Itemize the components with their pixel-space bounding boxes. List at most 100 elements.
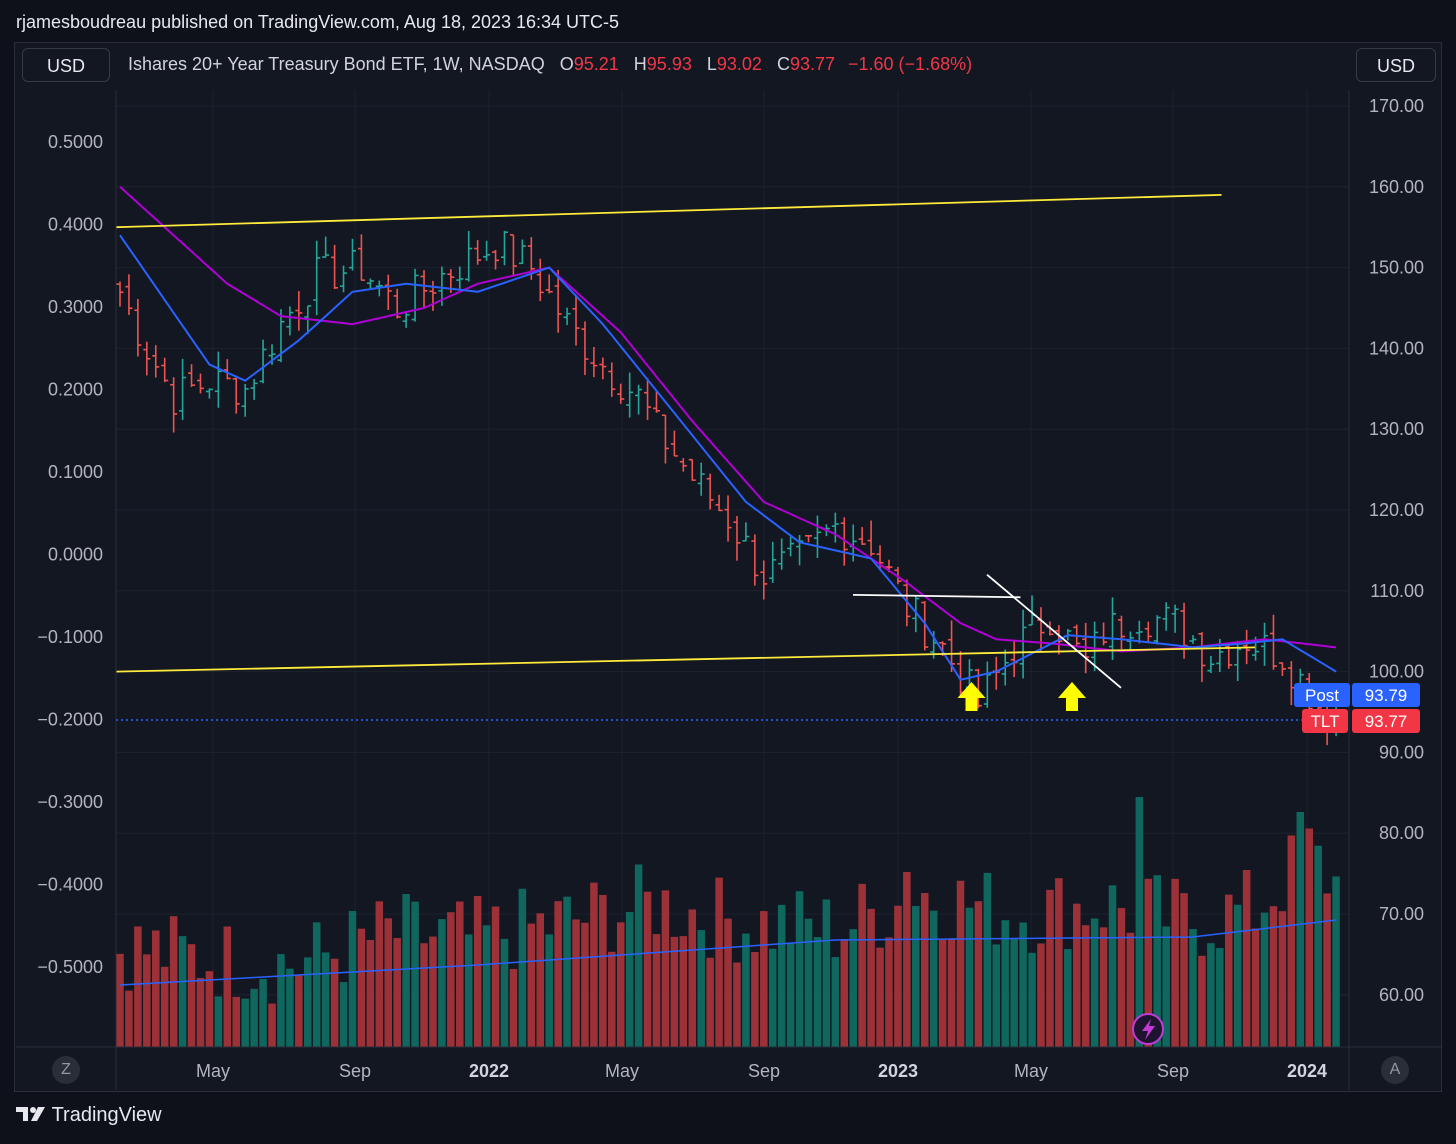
- volume-bar: [706, 957, 714, 1047]
- trend-lines: [115, 193, 1256, 689]
- left-axis-tick: −0.4000: [37, 875, 103, 895]
- volume-bar: [384, 918, 393, 1047]
- legend-high-value: 95.93: [646, 54, 692, 74]
- volume-bars: [116, 797, 1340, 1047]
- ohlc-bar: [205, 388, 213, 399]
- ohlc-bar: [760, 560, 768, 600]
- post-badge-value: 93.79: [1365, 686, 1408, 705]
- volume-bar: [411, 901, 419, 1047]
- volume-bar: [625, 912, 634, 1047]
- volume-bar: [1028, 952, 1036, 1047]
- price-badges: Post 93.79 TLT 93.77: [1294, 683, 1420, 733]
- volume-bar: [1287, 835, 1296, 1047]
- volume-bar: [858, 883, 866, 1047]
- volume-bar: [500, 938, 509, 1047]
- volume-bar: [777, 904, 786, 1047]
- right-axis-tick: 60.00: [1379, 985, 1424, 1005]
- volume-bar: [366, 939, 375, 1047]
- ohlc-bar: [858, 527, 866, 545]
- volume-bar: [214, 996, 223, 1047]
- ohlc-bar: [742, 522, 750, 542]
- time-axis-tick: Sep: [339, 1061, 371, 1081]
- legend-open-label: O: [559, 54, 574, 74]
- left-currency-button[interactable]: USD: [22, 48, 110, 82]
- ohlc-bar: [465, 231, 473, 282]
- ohlc-bar: [1207, 655, 1215, 674]
- volume-bar: [321, 952, 330, 1047]
- ohlc-bar: [554, 269, 562, 333]
- ohlc-bar: [366, 278, 374, 290]
- lightning-icon[interactable]: [1132, 1013, 1164, 1045]
- ohlc-bar: [492, 249, 500, 270]
- volume-bar: [295, 974, 303, 1047]
- volume-bar: [590, 882, 598, 1047]
- grid-lines: [116, 90, 1349, 1047]
- ohlc-bar: [1019, 609, 1027, 679]
- volume-bar: [616, 922, 625, 1047]
- right-axis-tick: 150.00: [1369, 258, 1424, 278]
- volume-bar: [348, 910, 357, 1047]
- brand-name: TradingView: [51, 1104, 162, 1126]
- volume-bar: [1126, 932, 1135, 1047]
- volume-bar: [733, 962, 741, 1047]
- legend-low-value: 93.02: [716, 54, 762, 74]
- ohlc-bar: [1117, 615, 1125, 650]
- post-badge-bg: [1294, 683, 1350, 707]
- ohlc-bar: [474, 240, 482, 265]
- time-axis-tick: Sep: [1157, 1061, 1189, 1081]
- right-axis-tick: 120.00: [1369, 500, 1424, 520]
- volume-bar: [608, 951, 616, 1047]
- volume-bar: [1108, 885, 1117, 1047]
- axes: 170.00 160.00 150.00 140.00 130.00 120.00 110.…: [16, 90, 1441, 1090]
- volume-bar: [920, 893, 929, 1047]
- volume-bar: [232, 996, 240, 1047]
- ohlc-bar: [536, 258, 544, 302]
- auto-scale-toggle[interactable]: A: [1381, 1056, 1409, 1084]
- volume-bar: [938, 939, 947, 1047]
- volume-bar: [885, 937, 893, 1047]
- volume-bar: [876, 947, 884, 1047]
- ohlc-bar: [948, 620, 956, 673]
- right-currency-button[interactable]: USD: [1356, 48, 1436, 82]
- ohlc-bar: [751, 534, 759, 586]
- volume-bar: [643, 891, 652, 1047]
- volume-bar: [1296, 812, 1305, 1047]
- trend-line: [115, 646, 1256, 673]
- volume-bar: [1189, 929, 1197, 1047]
- ohlc-bar: [805, 534, 813, 543]
- volume-bar: [929, 910, 938, 1047]
- ohlc-bar: [661, 414, 669, 464]
- volume-bar: [840, 939, 849, 1047]
- volume-bar: [715, 877, 723, 1047]
- volume-bar: [688, 909, 697, 1047]
- volume-bar: [1233, 904, 1242, 1047]
- volume-bar: [1099, 927, 1108, 1047]
- volume-bar: [760, 911, 768, 1047]
- ohlc-bar: [912, 596, 920, 633]
- ohlc-bar: [1287, 661, 1295, 706]
- time-axis-tick: May: [605, 1061, 639, 1081]
- ohlc-bar: [813, 515, 821, 558]
- volume-bar: [1064, 949, 1072, 1047]
- symbol-legend: Ishares 20+ Year Treasury Bond ETF, 1W, …: [128, 54, 972, 75]
- ohlc-bar: [223, 359, 231, 380]
- volume-bar: [482, 925, 491, 1047]
- volume-bar: [1198, 955, 1206, 1047]
- time-axis-tick: Sep: [748, 1061, 780, 1081]
- ohlc-bar: [1278, 662, 1286, 676]
- top-bar: rjamesboudreau published on TradingView.…: [0, 0, 1456, 44]
- ohlc-bar: [340, 265, 348, 293]
- ohlc-bar: [125, 274, 133, 315]
- volume-bar: [894, 905, 902, 1047]
- ohlc-bar: [232, 375, 240, 414]
- left-scale-toggle[interactable]: Z: [52, 1056, 80, 1084]
- volume-bar: [1225, 894, 1233, 1047]
- ohlc-bar: [983, 661, 991, 708]
- right-axis-tick: 70.00: [1379, 904, 1424, 924]
- left-axis-tick: 0.0000: [48, 545, 103, 565]
- ohlc-bar: [876, 545, 884, 571]
- volume-bar: [1207, 943, 1215, 1047]
- volume-bar: [223, 926, 232, 1047]
- chart-pane[interactable]: [14, 42, 1442, 1092]
